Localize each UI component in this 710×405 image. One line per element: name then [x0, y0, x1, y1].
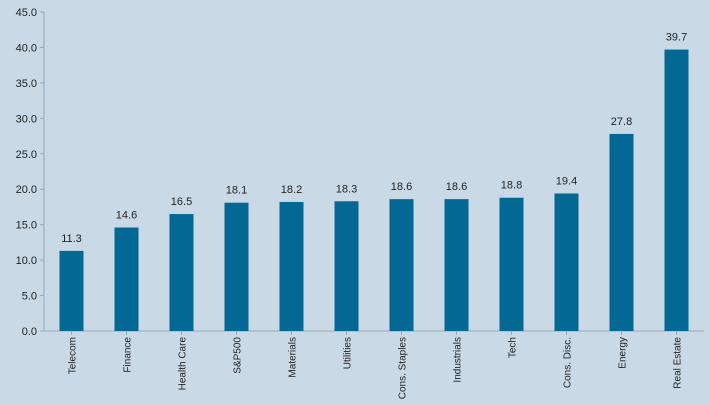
x-category-label: Cons. Disc.	[563, 337, 574, 388]
x-category-label: S&P500	[233, 337, 244, 374]
bar	[59, 250, 84, 331]
x-category-label: Energy	[618, 337, 629, 369]
data-label: 39.7	[666, 32, 687, 44]
data-label: 18.1	[226, 185, 247, 197]
data-label: 14.6	[116, 210, 137, 222]
data-label: 18.8	[501, 180, 522, 192]
y-tick-label: 30.0	[16, 113, 37, 125]
y-tick-label: 0.0	[22, 326, 37, 338]
x-category-label: Tech	[508, 337, 519, 358]
bar	[224, 202, 249, 331]
x-category-label: Finance	[123, 337, 134, 373]
x-category-label: Industrials	[453, 337, 464, 383]
bar	[499, 197, 524, 331]
y-tick-label: 35.0	[16, 78, 37, 90]
x-category-label: Cons. Staples	[398, 337, 409, 399]
data-label: 18.6	[391, 181, 412, 193]
x-category-label: Real Estate	[673, 337, 684, 389]
data-label: 19.4	[556, 175, 577, 187]
y-tick-label: 15.0	[16, 220, 37, 232]
x-category-label: Health Care	[178, 337, 189, 391]
bar	[114, 227, 139, 331]
bar	[169, 214, 194, 331]
y-tick-label: 40.0	[16, 42, 37, 54]
bar	[664, 49, 689, 332]
y-tick-label: 10.0	[16, 255, 37, 267]
y-tick-label: 5.0	[22, 291, 37, 303]
x-category-label: Telecom	[68, 337, 79, 374]
x-category-label: Utilities	[343, 337, 354, 369]
bar	[554, 193, 579, 331]
y-tick-label: 45.0	[16, 7, 37, 19]
data-label: 18.3	[336, 183, 357, 195]
data-label: 18.6	[446, 181, 467, 193]
y-tick-label: 25.0	[16, 149, 37, 161]
bar	[389, 199, 414, 331]
data-label: 27.8	[611, 116, 632, 128]
bar	[444, 199, 469, 331]
data-label: 16.5	[171, 196, 192, 208]
bar	[279, 201, 304, 331]
y-tick-label: 20.0	[16, 184, 37, 196]
data-label: 11.3	[61, 233, 82, 245]
bar	[609, 133, 634, 331]
bar	[334, 201, 359, 331]
x-category-label: Materials	[288, 337, 299, 378]
data-label: 18.2	[281, 184, 302, 196]
